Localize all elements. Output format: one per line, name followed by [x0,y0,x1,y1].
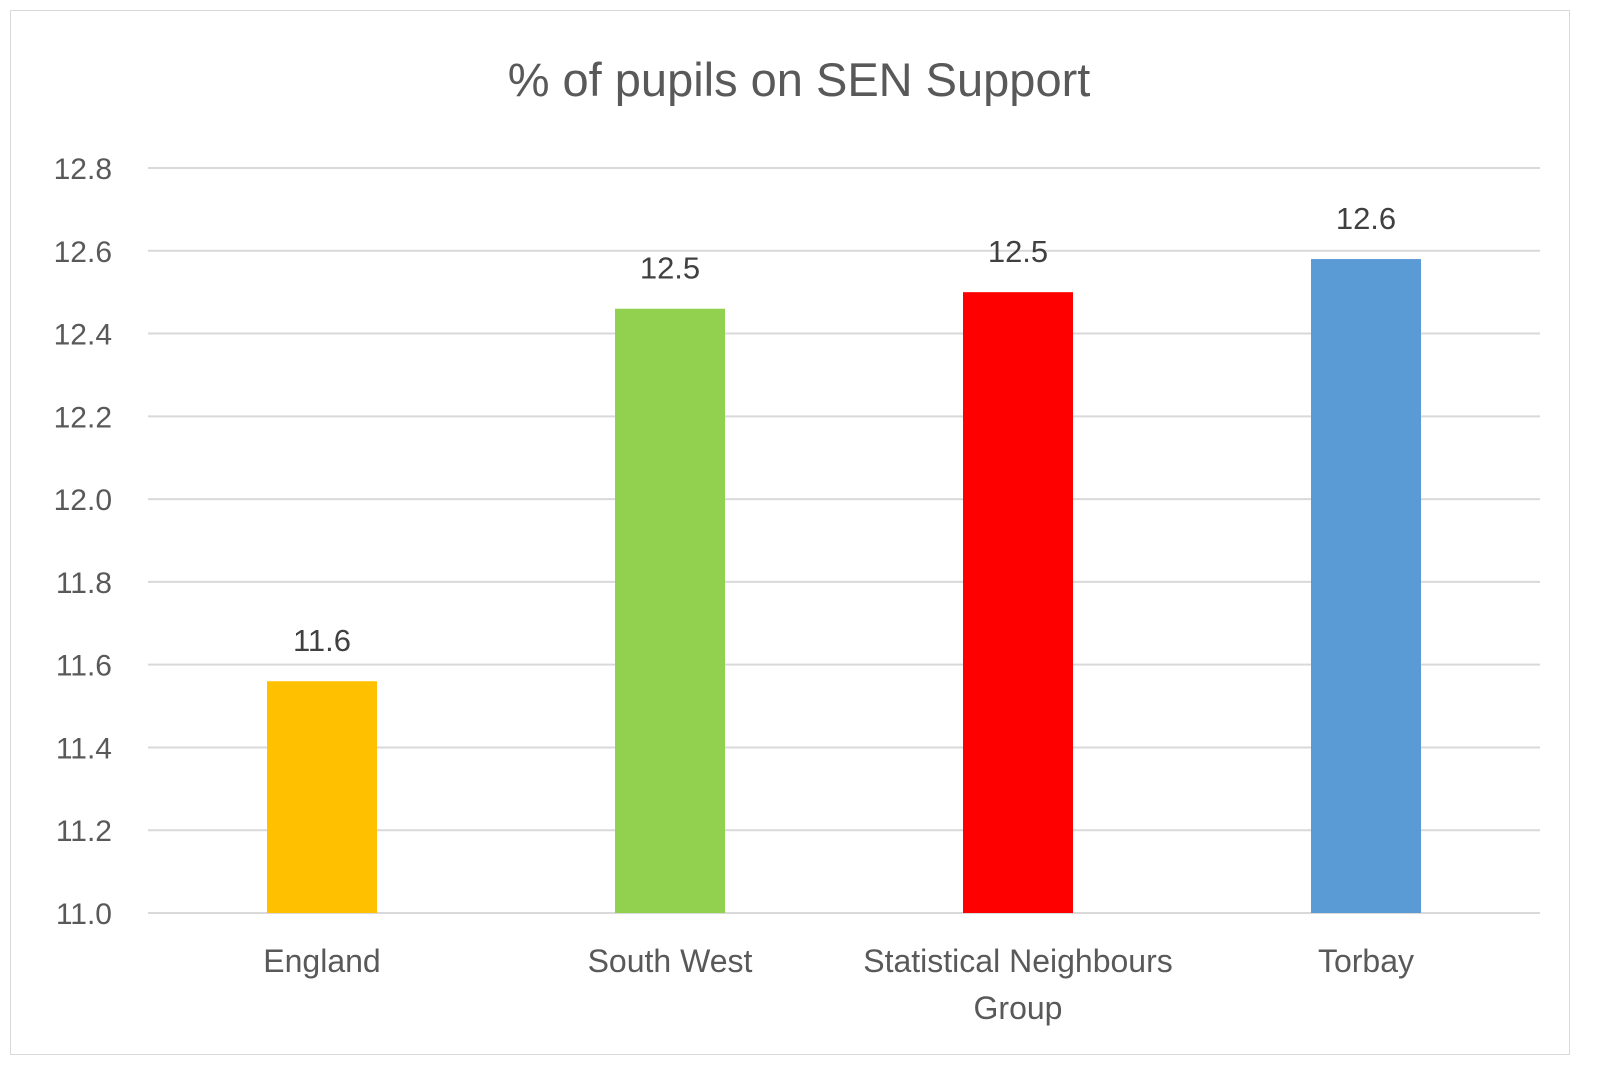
y-tick-label: 12.6 [54,236,112,269]
x-tick-label: England [263,943,380,979]
y-tick-label: 11.2 [56,815,112,848]
y-tick-label: 11.0 [56,898,112,931]
y-tick-label: 11.8 [56,567,112,600]
x-tick-label: South West [588,943,753,979]
chart-title: % of pupils on SEN Support [508,53,1091,106]
bar [1311,259,1421,913]
y-tick-label: 11.4 [56,732,112,765]
data-labels: 11.6 12.5 12.5 12.6 [293,201,1396,658]
data-label: 12.6 [1336,201,1396,236]
y-tick-label: 12.4 [54,319,112,352]
data-label: 12.5 [640,251,700,286]
bars [267,259,1421,914]
x-tick-label: Torbay [1318,943,1414,979]
data-label: 12.5 [988,234,1048,269]
data-label: 11.6 [293,623,351,658]
y-tick-label: 12.2 [54,401,112,434]
y-tick-label: 11.6 [56,650,112,683]
y-tick-label: 12.8 [54,153,112,186]
y-axis: 11.0 11.2 11.4 11.6 11.8 12.0 12.2 12.4 12.6 12.8 [54,153,112,931]
bar [267,681,377,913]
x-tick-label: Group [974,990,1063,1026]
x-tick-label: Statistical Neighbours [863,943,1172,979]
gridlines [148,167,1540,914]
x-axis: England South West Statistical Neighbours G… [263,943,1414,1026]
bar [615,308,725,913]
y-tick-label: 12.0 [54,484,112,517]
bar [963,292,1073,914]
